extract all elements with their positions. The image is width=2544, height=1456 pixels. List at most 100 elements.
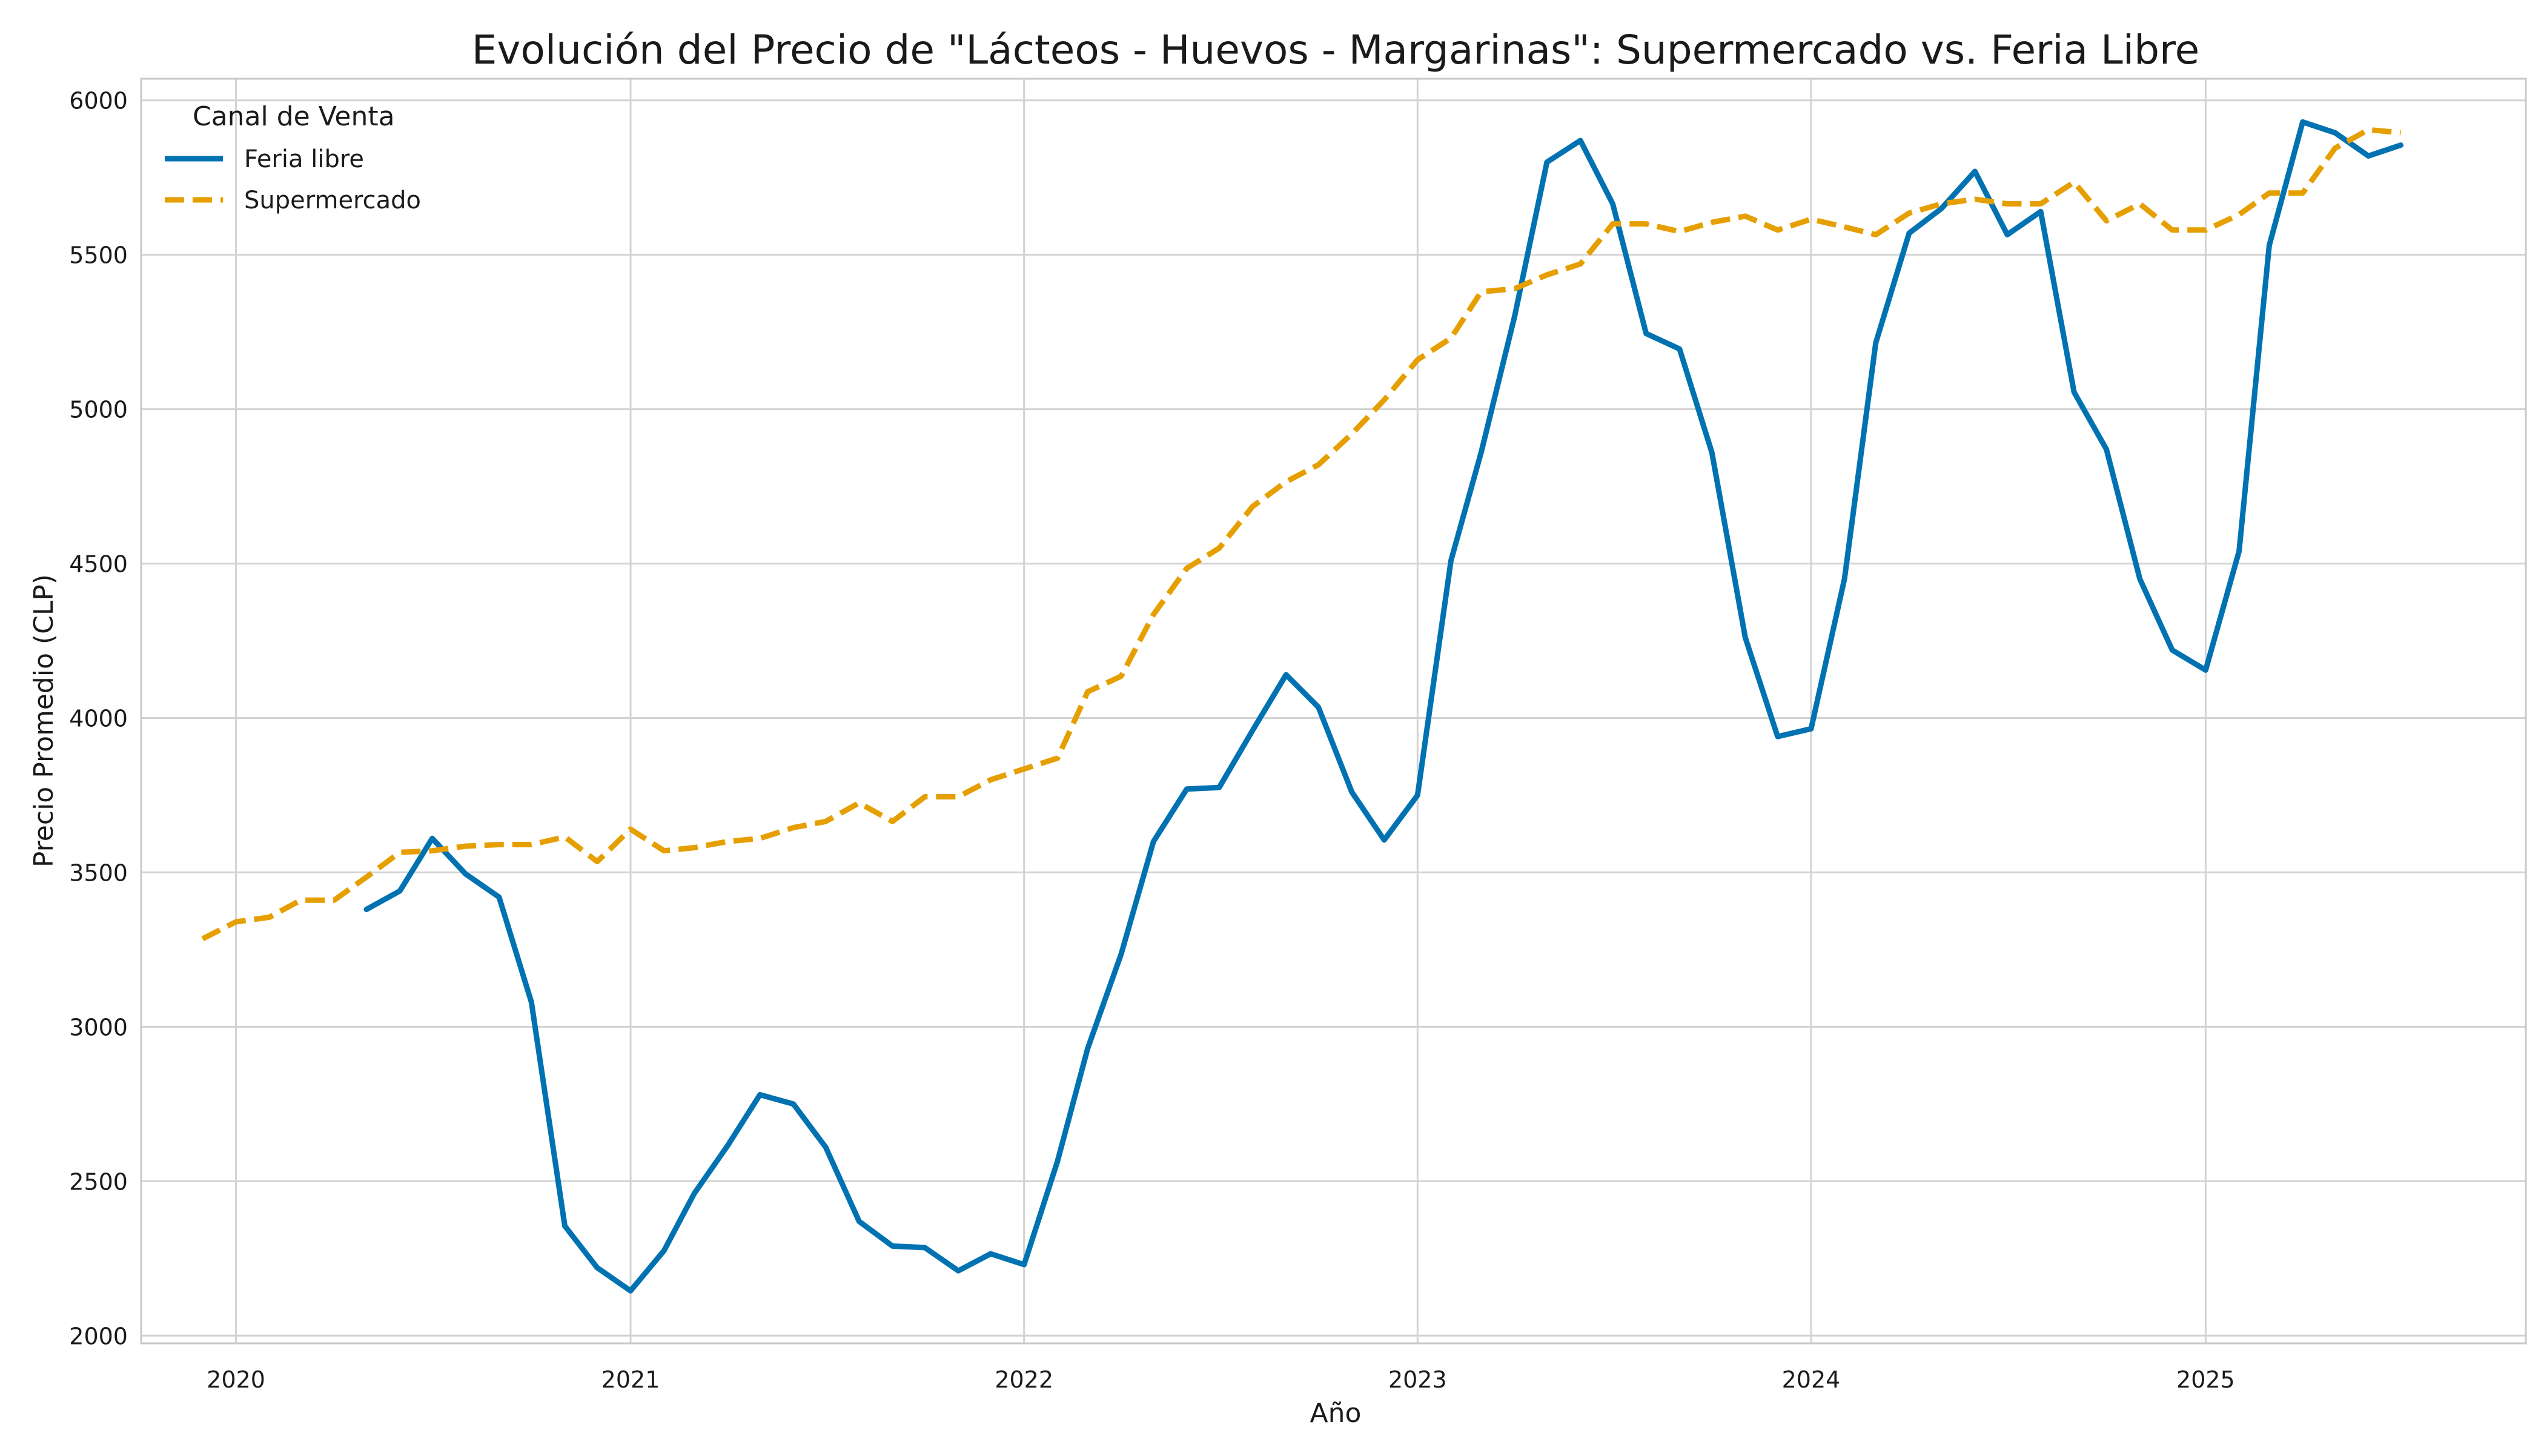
data-point <box>1844 578 1845 580</box>
data-point <box>465 873 466 875</box>
data-point <box>1514 288 1515 290</box>
y-tick-label: 3500 <box>69 859 128 886</box>
x-axis-label: Año <box>1310 1398 1362 1429</box>
data-point <box>727 1145 728 1147</box>
y-tick-label: 2500 <box>69 1168 128 1195</box>
data-point <box>1121 676 1122 677</box>
chart-title: Evolución del Precio de "Lácteos - Huevo… <box>472 27 2200 73</box>
data-point <box>1252 506 1253 507</box>
data-point <box>1121 954 1122 955</box>
data-point <box>1318 707 1319 708</box>
x-tick-label: 2025 <box>2176 1366 2235 1393</box>
data-point <box>1941 208 1942 209</box>
data-point <box>565 1225 566 1226</box>
data-point <box>499 844 500 845</box>
data-point <box>2171 230 2173 231</box>
data-point <box>1417 359 1418 360</box>
data-point <box>2205 230 2206 231</box>
data-point <box>1351 792 1353 793</box>
data-point <box>663 850 664 852</box>
data-point <box>2205 669 2206 670</box>
data-point <box>2239 214 2240 215</box>
data-point <box>2368 129 2369 130</box>
data-point <box>399 852 400 853</box>
data-point <box>1546 274 1548 276</box>
data-point <box>825 821 826 822</box>
data-point <box>958 1270 959 1271</box>
data-point <box>2139 204 2141 205</box>
data-point <box>366 876 367 878</box>
x-tick-label: 2020 <box>207 1366 265 1393</box>
data-point <box>1153 614 1154 615</box>
data-point <box>597 1267 598 1268</box>
data-point <box>1057 1160 1058 1162</box>
y-axis-label: Precio Promedio (CLP) <box>28 574 59 867</box>
data-point <box>2007 204 2008 205</box>
data-point <box>1810 219 1812 220</box>
data-point <box>958 796 959 798</box>
data-point <box>1711 222 1712 223</box>
x-tick-label: 2024 <box>1782 1366 1841 1393</box>
data-point <box>1975 199 1976 200</box>
data-point <box>1875 234 1877 236</box>
data-point <box>432 850 433 852</box>
data-point <box>1679 231 1680 232</box>
data-point <box>2302 121 2304 122</box>
data-point <box>825 1147 826 1148</box>
data-point <box>1219 787 1220 788</box>
data-point <box>630 1290 631 1291</box>
data-point <box>1186 789 1187 790</box>
data-point <box>499 896 500 898</box>
data-point <box>1975 171 1976 172</box>
data-point <box>300 899 301 901</box>
series-lines <box>201 119 2403 1294</box>
data-point <box>2334 148 2336 149</box>
data-point <box>1285 674 1287 675</box>
data-point <box>1777 230 1778 231</box>
data-point <box>1909 213 1910 214</box>
y-tick-label: 3000 <box>69 1014 128 1041</box>
y-tick-label: 5000 <box>69 397 128 423</box>
y-tick-label: 4500 <box>69 551 128 578</box>
data-point <box>694 847 695 849</box>
data-point <box>1351 433 1353 434</box>
data-point <box>1514 316 1515 317</box>
grid <box>141 79 2526 1343</box>
data-point <box>269 916 270 918</box>
data-point <box>531 1002 532 1003</box>
data-point <box>1546 162 1548 163</box>
data-point <box>1580 140 1581 141</box>
data-point <box>2400 132 2402 133</box>
data-point <box>1612 204 1614 205</box>
data-point <box>465 845 466 847</box>
data-point <box>1744 637 1746 638</box>
series-line-supermercado <box>201 127 2401 942</box>
data-point <box>2334 132 2336 133</box>
data-point <box>1285 481 1287 482</box>
data-point <box>1844 227 1845 228</box>
data-point <box>2368 156 2369 157</box>
data-point <box>892 1245 893 1246</box>
data-point <box>2268 245 2270 246</box>
data-point <box>1057 758 1058 759</box>
data-point <box>2400 145 2402 146</box>
data-point <box>2106 449 2107 450</box>
legend-entry: Supermercado <box>244 187 421 214</box>
x-axis-ticks: 2020 2021 2022 2023 2024 2025 <box>207 1366 2234 1393</box>
data-point <box>793 1104 794 1105</box>
legend: Canal de Venta Feria libre Supermercado <box>165 101 421 214</box>
data-point <box>1875 342 1877 343</box>
data-point <box>694 1193 695 1194</box>
data-point <box>1451 337 1452 339</box>
series-line-feria-libre <box>363 119 2403 1294</box>
data-point <box>1646 333 1647 334</box>
data-point <box>1612 223 1614 225</box>
data-point <box>1580 263 1581 265</box>
data-point <box>531 844 532 845</box>
data-point <box>2040 211 2041 212</box>
data-point <box>1679 348 1680 349</box>
data-point <box>630 829 631 830</box>
data-point <box>399 890 400 892</box>
